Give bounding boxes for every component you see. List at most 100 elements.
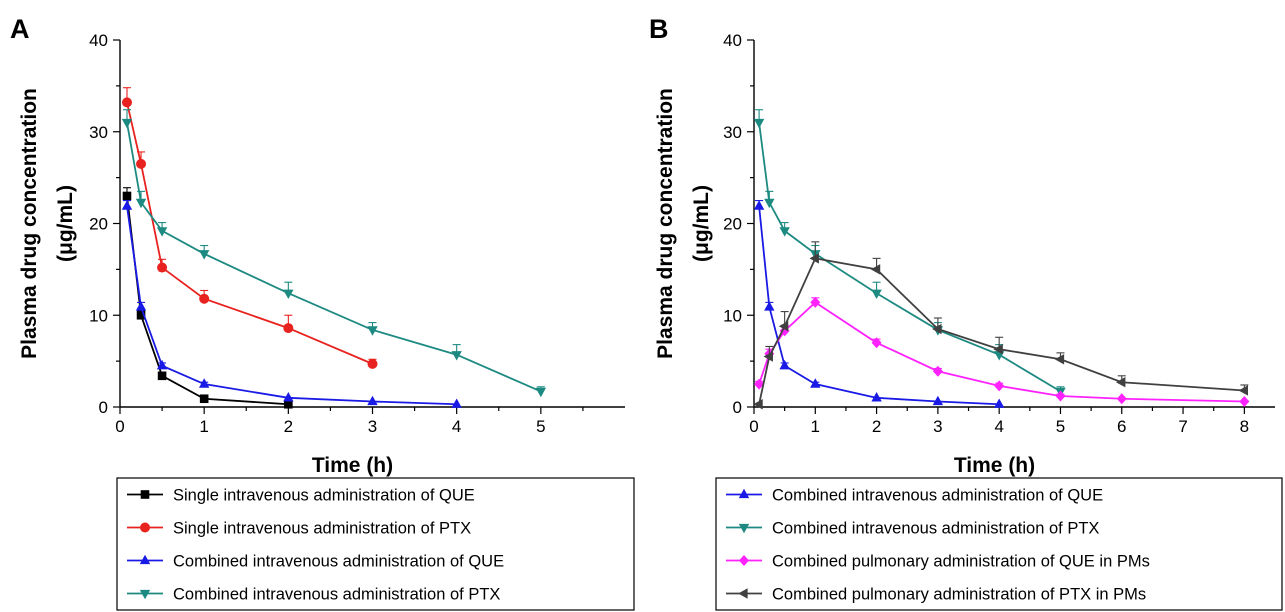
data-point <box>367 326 378 336</box>
x-tick-label: 6 <box>1117 417 1126 436</box>
data-point <box>121 118 133 129</box>
y-axis-title: Plasma drug concentration <box>654 88 677 359</box>
y-tick-label: 0 <box>733 398 742 417</box>
x-tick-label: 3 <box>368 417 377 436</box>
x-tick-label: 1 <box>199 417 208 436</box>
y-tick-label: 0 <box>99 398 108 417</box>
data-point <box>283 392 294 402</box>
series-4 <box>121 109 547 398</box>
data-point <box>122 191 132 201</box>
data-point <box>932 395 944 406</box>
series-3 <box>121 200 462 408</box>
legend-label: Single intravenous administration of QUE <box>173 487 475 505</box>
data-point <box>753 200 765 210</box>
legend-box <box>715 477 1283 611</box>
data-point <box>809 253 819 264</box>
legend-label: Combined pulmonary administration of QUE… <box>772 553 1150 571</box>
legend-marker <box>139 589 151 600</box>
y-tick-label: 20 <box>89 215 108 234</box>
data-point <box>156 359 168 370</box>
data-point <box>135 301 147 311</box>
legend-label: Combined intravenous administration of P… <box>173 586 500 604</box>
legend-marker <box>738 523 750 534</box>
panel-letter: A <box>10 14 30 44</box>
data-point <box>451 398 462 408</box>
data-point <box>199 293 210 304</box>
panel-letter: B <box>649 14 669 44</box>
x-tick-label: 3 <box>933 417 942 436</box>
data-point <box>779 359 790 370</box>
x-tick-label: 5 <box>536 417 545 436</box>
legend: Single intravenous administration of QUE… <box>116 477 635 611</box>
y-tick-label: 10 <box>89 306 108 325</box>
data-point <box>993 343 1003 355</box>
data-point <box>451 351 462 361</box>
data-point <box>754 378 765 390</box>
x-tick-label: 5 <box>1056 417 1065 436</box>
data-point <box>367 358 378 369</box>
legend-marker <box>738 588 748 599</box>
data-point <box>121 97 132 108</box>
y-tick-label: 40 <box>723 31 742 50</box>
y-axis-title: Plasma drug concentration <box>18 88 41 359</box>
data-point <box>367 395 378 406</box>
data-point <box>283 323 294 334</box>
data-point <box>779 227 790 237</box>
legend-box <box>116 477 635 611</box>
legend: Combined intravenous administration of Q… <box>715 477 1283 611</box>
data-point <box>136 158 147 169</box>
data-point <box>157 262 168 273</box>
data-point <box>871 392 882 402</box>
data-point <box>535 387 547 398</box>
x-tick-label: 0 <box>115 417 124 436</box>
x-tick-label: 2 <box>872 417 881 436</box>
x-tick-label: 1 <box>811 417 820 436</box>
legend-label: Single intravenous administration of PTX <box>173 520 471 538</box>
legend-item: Combined intravenous administration of P… <box>127 586 500 604</box>
legend-marker <box>739 555 749 566</box>
chart-panel-a: A 0 1 2 3 4 5 0 10 20 30 40 Time (h) Plasma drug conc… <box>10 14 635 611</box>
legend-label: Combined intravenous administration of Q… <box>173 553 504 571</box>
data-point <box>283 289 294 300</box>
data-point <box>1239 395 1250 407</box>
x-tick-label: 4 <box>452 417 461 436</box>
data-point <box>198 250 210 260</box>
legend-item: Combined intravenous administration of P… <box>726 520 1099 538</box>
legend-item: Single intravenous administration of QUE <box>127 487 475 505</box>
chart-panel-b: B 0 1 2 3 4 5 6 7 8 0 10 20 30 40 Time (h) Plasma drug c… <box>649 14 1283 611</box>
legend-marker <box>140 522 150 533</box>
x-tick-label: 0 <box>749 417 758 436</box>
data-point <box>993 398 1005 408</box>
legend-label: Combined intravenous administration of Q… <box>772 487 1103 505</box>
data-point <box>135 198 147 209</box>
data-point <box>753 399 763 410</box>
data-point <box>764 198 775 209</box>
series-line <box>126 102 373 365</box>
data-point <box>871 337 882 349</box>
y-tick-label: 30 <box>723 123 742 142</box>
legend-item: Combined pulmonary administration of PTX… <box>726 586 1146 604</box>
x-tick-label: 4 <box>994 417 1003 436</box>
series-2 <box>753 109 1066 398</box>
data-point <box>871 289 882 300</box>
legend-label: Combined pulmonary administration of PTX… <box>772 586 1146 604</box>
legend-item: Combined pulmonary administration of QUE… <box>726 553 1150 571</box>
data-point <box>1054 354 1065 365</box>
data-point <box>284 399 293 409</box>
series-2 <box>121 87 378 369</box>
data-point <box>1055 390 1066 402</box>
y-axis-title-unit: (μg/mL) <box>54 185 77 262</box>
series-1 <box>753 200 1005 408</box>
x-axis-title: Time (h) <box>954 454 1035 477</box>
data-point <box>778 321 789 332</box>
series-line <box>126 122 542 393</box>
data-point <box>810 296 821 308</box>
data-point <box>753 118 765 129</box>
y-tick-label: 10 <box>723 306 742 325</box>
legend-item: Combined intravenous administration of Q… <box>127 553 504 571</box>
data-point <box>199 394 209 404</box>
x-tick-label: 8 <box>1240 417 1249 436</box>
x-axis-title: Time (h) <box>312 454 393 477</box>
data-point <box>810 378 821 388</box>
